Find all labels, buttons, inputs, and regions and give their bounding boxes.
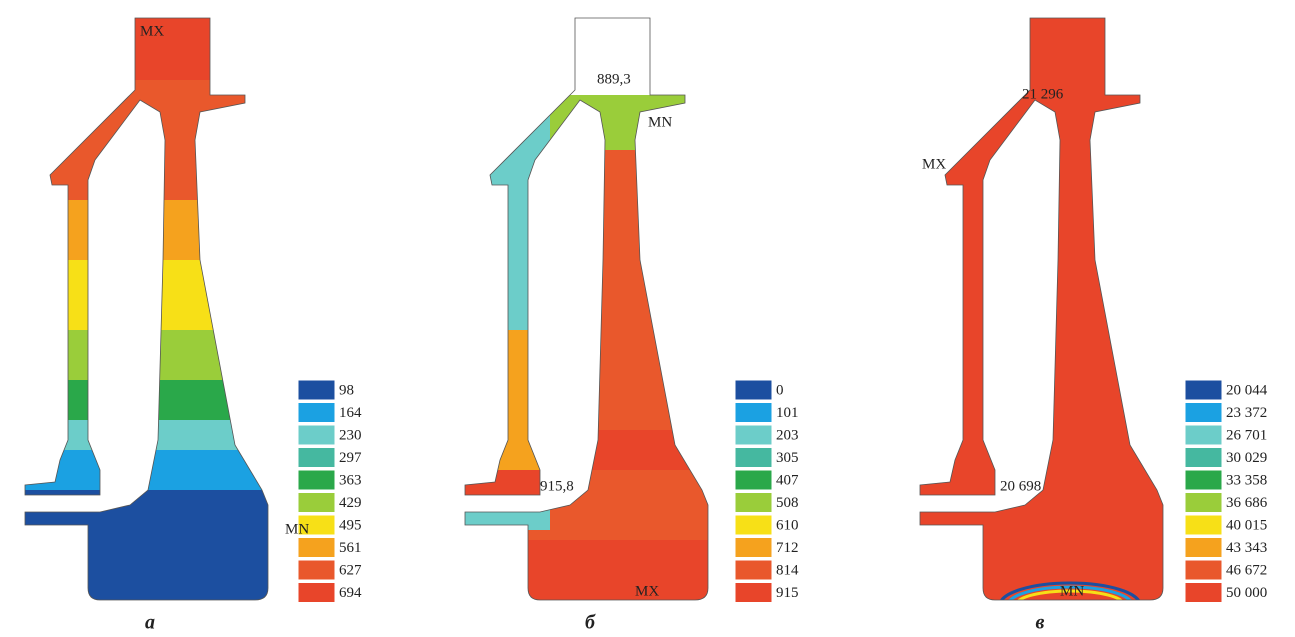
legend-label: 43 343	[1226, 540, 1267, 556]
caption: в	[1036, 612, 1045, 634]
annotation: 915,8	[540, 478, 574, 494]
legend-label: 0	[776, 382, 784, 398]
legend-label: 508	[776, 495, 799, 511]
legend-label: 561	[339, 540, 362, 556]
legend-label: 694	[339, 585, 362, 601]
legend-swatch	[735, 560, 772, 580]
legend-label: 36 686	[1226, 495, 1268, 511]
legend-label: 30 029	[1226, 450, 1267, 466]
contour-plot	[440, 18, 740, 601]
legend-swatch	[1185, 403, 1222, 423]
legend-swatch	[735, 448, 772, 468]
legend-swatch	[298, 493, 335, 513]
legend-label: 610	[776, 517, 799, 533]
legend-swatch	[1185, 470, 1222, 490]
legend-swatch	[1185, 493, 1222, 513]
legend-swatch	[1185, 380, 1222, 400]
legend-label: 712	[776, 540, 799, 556]
legend-swatch	[298, 448, 335, 468]
legend-label: 50 000	[1226, 585, 1267, 601]
legend-label: 164	[339, 405, 362, 421]
legend-swatch	[735, 538, 772, 558]
legend-label: 20 044	[1226, 382, 1268, 398]
contour-band	[440, 505, 550, 530]
legend-label: 407	[776, 472, 799, 488]
contour-band	[0, 420, 300, 451]
contour-band	[0, 80, 300, 201]
contour-band	[440, 100, 550, 330]
legend-label: 363	[339, 472, 362, 488]
contour-band	[440, 470, 550, 500]
legend-swatch	[298, 403, 335, 423]
contour-plot	[0, 18, 300, 601]
legend-swatch	[735, 493, 772, 513]
legend-swatch	[298, 470, 335, 490]
legend-label: 297	[339, 450, 362, 466]
legend-label: 915	[776, 585, 799, 601]
legend-swatch	[298, 425, 335, 445]
contour-band	[440, 18, 740, 96]
annotation: 889,3	[597, 71, 631, 87]
caption: б	[585, 612, 596, 634]
contour-fill	[0, 18, 300, 601]
legend-label: 46 672	[1226, 562, 1267, 578]
contour-band	[440, 150, 740, 431]
legend-swatch	[735, 380, 772, 400]
annotation: MN	[285, 521, 309, 537]
annotation: 20 698	[1000, 478, 1041, 494]
contour-band	[0, 490, 300, 601]
legend-label: 305	[776, 450, 799, 466]
contour-plot	[895, 18, 1195, 627]
legend-label: 33 358	[1226, 472, 1267, 488]
legend-swatch	[1185, 538, 1222, 558]
legend-swatch	[735, 403, 772, 423]
contour-fill	[440, 18, 740, 601]
legend-label: 40 015	[1226, 517, 1267, 533]
legend-swatch	[1185, 560, 1222, 580]
figure: 98 164 230 297 363 429 495 561 627 694 MX MN а 0 101 20…	[0, 0, 1295, 637]
contour-band	[440, 95, 740, 151]
contour-fill	[895, 18, 1195, 627]
legend-label: 23 372	[1226, 405, 1267, 421]
legend-swatch	[735, 470, 772, 490]
legend-swatch	[298, 583, 335, 603]
legend-swatch	[1185, 583, 1222, 603]
contour-band	[440, 540, 740, 601]
legend-label: 203	[776, 427, 799, 443]
caption: а	[145, 612, 155, 634]
annotation: MN	[1060, 583, 1084, 599]
annotation: 21 296	[1022, 86, 1064, 102]
legend-swatch	[298, 538, 335, 558]
contour-band	[440, 430, 740, 471]
annotation: MX	[635, 583, 659, 599]
legend-swatch	[735, 583, 772, 603]
legend-swatch	[1185, 515, 1222, 535]
contour-band	[0, 260, 300, 331]
contour-band	[0, 380, 300, 421]
legend-swatch	[1185, 425, 1222, 445]
legend-label: 429	[339, 495, 362, 511]
legend-label: 101	[776, 405, 799, 421]
contour-band	[895, 18, 1195, 601]
contour-band	[440, 330, 550, 470]
legend-swatch	[735, 425, 772, 445]
contour-band	[0, 200, 300, 261]
legend-swatch	[735, 515, 772, 535]
legend-label: 230	[339, 427, 362, 443]
legend-label: 26 701	[1226, 427, 1267, 443]
annotation: MX	[140, 23, 164, 39]
legend-label: 627	[339, 562, 362, 578]
legend-swatch	[298, 380, 335, 400]
contour-band	[0, 330, 300, 381]
legend-swatch	[1185, 448, 1222, 468]
contour-band	[0, 450, 300, 491]
legend-label: 495	[339, 517, 362, 533]
annotation: MN	[648, 114, 672, 130]
legend-swatch	[298, 560, 335, 580]
annotation: MX	[922, 156, 946, 172]
legend-label: 98	[339, 382, 354, 398]
legend-label: 814	[776, 562, 799, 578]
